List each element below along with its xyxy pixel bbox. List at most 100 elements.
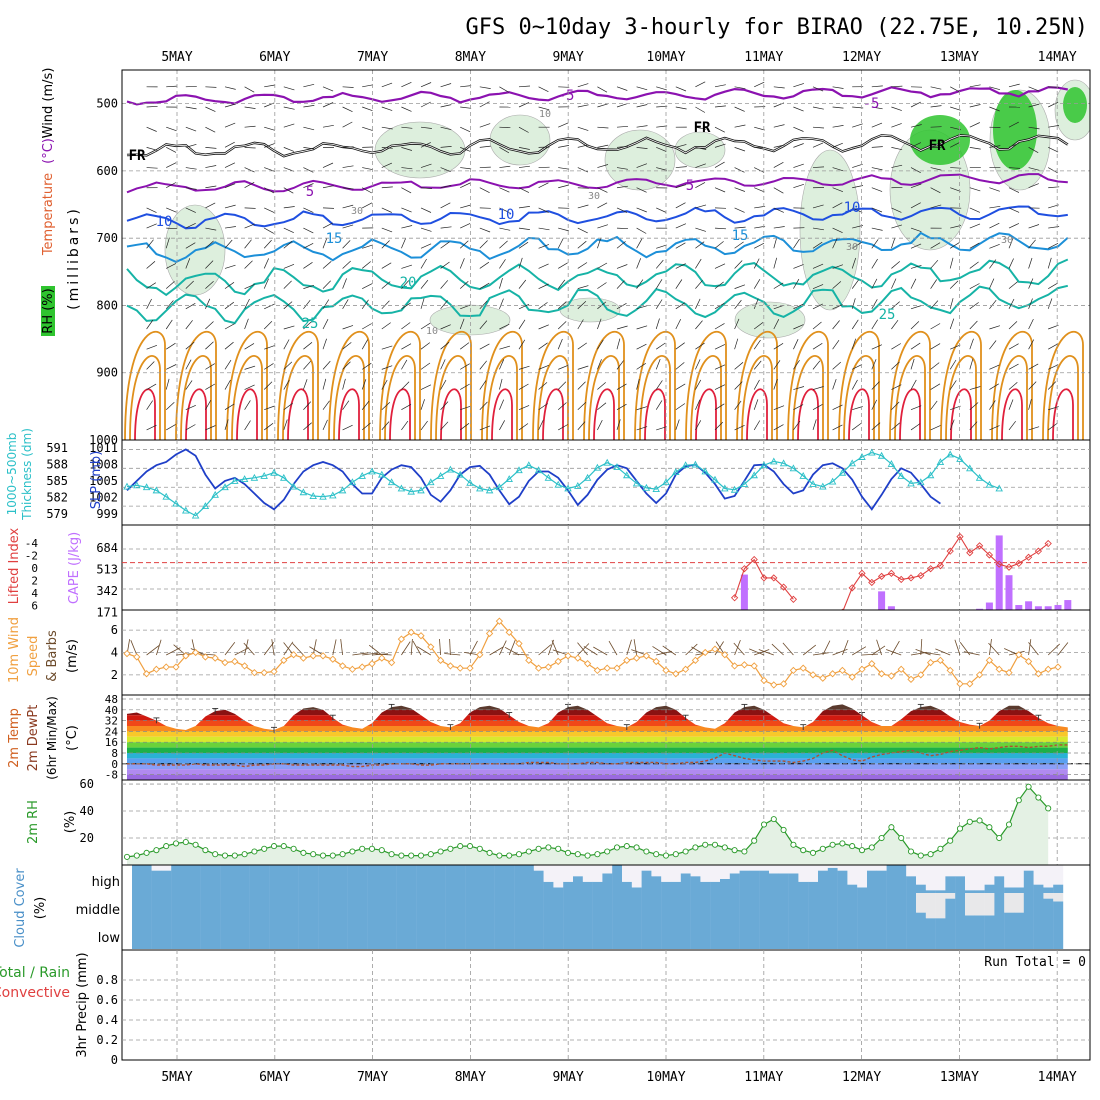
cloud-cover-cell xyxy=(680,921,691,949)
thickness-point xyxy=(966,464,974,472)
wind-barb-10m xyxy=(871,645,886,656)
wind-barb xyxy=(891,106,902,111)
cloud-cover-cell xyxy=(984,921,995,949)
boundary-layer-isotherm xyxy=(175,331,217,440)
rh-point xyxy=(878,834,885,842)
wind-speed-point xyxy=(907,675,915,683)
wind-barb xyxy=(577,227,588,234)
rh-point xyxy=(584,852,591,859)
precip-tick-label: 0 xyxy=(111,1053,118,1067)
wind-barb xyxy=(420,126,432,129)
wind-barb xyxy=(558,262,568,269)
cloud-cover-fill xyxy=(651,865,662,877)
wind-barb xyxy=(263,258,270,269)
cloud-cover-cell xyxy=(827,921,838,949)
cloud-cover-fill xyxy=(808,865,819,882)
rh-shading xyxy=(674,131,726,169)
wind-barb xyxy=(538,342,548,350)
wind-barb xyxy=(969,187,981,192)
boundary-layer-isotherm xyxy=(940,331,982,440)
wind-barb xyxy=(1028,363,1039,370)
wind-barb xyxy=(244,125,256,128)
temperature-tick-label: 0 xyxy=(111,758,118,771)
panel-frame xyxy=(121,949,1091,1061)
wind-barb xyxy=(871,381,880,390)
cloud-cover-cell xyxy=(720,879,730,893)
cape-bar xyxy=(740,574,748,610)
cloud-cover-cell xyxy=(132,921,142,949)
wind-barb xyxy=(499,207,510,213)
cloud-cover-cell xyxy=(769,893,779,921)
wind-barb xyxy=(1008,258,1014,269)
cloud-cover-cell xyxy=(739,921,750,949)
cloud-cover-cell xyxy=(141,893,152,921)
wind-barb xyxy=(793,126,804,132)
boundary-layer-isotherm xyxy=(185,388,207,440)
wind-barb xyxy=(714,403,725,411)
wind-speed-point xyxy=(407,628,415,637)
wind-barb xyxy=(224,239,233,249)
wind-barb xyxy=(930,400,938,410)
wind-barb xyxy=(283,147,295,152)
wind-barb xyxy=(342,224,354,229)
wind-barb xyxy=(205,240,214,249)
boundary-layer-isotherm xyxy=(991,331,1033,440)
thickness-unit-label: Thickness (dm) xyxy=(20,428,34,521)
cloud-cover-cell xyxy=(945,898,956,921)
wind-barb-10m xyxy=(812,652,829,656)
rh-shading xyxy=(489,114,551,166)
wind-barb xyxy=(460,106,472,109)
wind-barb xyxy=(205,400,212,410)
temperature-color-band xyxy=(127,736,1068,743)
thickness-point xyxy=(564,484,572,492)
wind-barb xyxy=(930,259,939,269)
cloud-cover-cell xyxy=(573,893,583,921)
wind-barb-10m xyxy=(362,652,379,656)
temperature-color-band xyxy=(127,742,1068,748)
cloud-cover-cell xyxy=(631,921,642,949)
cloud-cover-cell xyxy=(945,876,956,893)
temperature-bands xyxy=(127,704,1068,780)
rh-point xyxy=(123,853,131,860)
thickness-point xyxy=(211,490,219,498)
wind-barb xyxy=(460,204,471,209)
cloud-cover-cell xyxy=(308,865,319,893)
cloud-cover-cell xyxy=(759,870,770,893)
boundary-layer-isotherm xyxy=(481,331,523,440)
wind-barb xyxy=(303,360,311,370)
wind-barb xyxy=(636,363,646,370)
cloud-cover-cell xyxy=(651,921,662,949)
cloud-cover-cell xyxy=(357,921,368,949)
wind-barb xyxy=(381,421,390,431)
wind-barb xyxy=(734,318,740,330)
cloud-cover-fill xyxy=(1023,865,1034,871)
cloud-cover-cell xyxy=(612,893,623,921)
wind-barb xyxy=(244,384,255,390)
cloud-cover-cell xyxy=(563,893,574,921)
rh-point xyxy=(398,852,405,859)
wind-barb-10m xyxy=(733,642,745,656)
wind-barb xyxy=(460,223,471,229)
rh-point xyxy=(408,852,415,859)
cloud-cover-fill xyxy=(631,865,642,888)
wind-barb xyxy=(656,342,666,350)
cloud-cover-cell xyxy=(396,865,407,893)
cloud-cover-fill xyxy=(661,865,672,882)
wind-barb xyxy=(557,238,564,249)
lifted-index-point xyxy=(926,565,935,573)
wind-barb xyxy=(479,343,490,350)
rh-point xyxy=(270,843,278,850)
wind-barb xyxy=(950,86,961,93)
cloud-cover-cell xyxy=(288,921,299,949)
wind-barb xyxy=(420,163,432,168)
wind-barb xyxy=(401,167,413,170)
contour-label: 10 xyxy=(156,214,173,230)
wind-speed-point xyxy=(603,664,611,672)
thickness-point xyxy=(231,476,239,484)
cloud-cover-cell xyxy=(475,893,485,921)
wind-speed-point xyxy=(887,672,896,680)
wind-barb xyxy=(165,281,175,289)
cloud-cover-cell xyxy=(867,870,877,893)
date-label-bottom: 14MAY xyxy=(1038,1070,1077,1085)
rh-point xyxy=(829,841,836,848)
